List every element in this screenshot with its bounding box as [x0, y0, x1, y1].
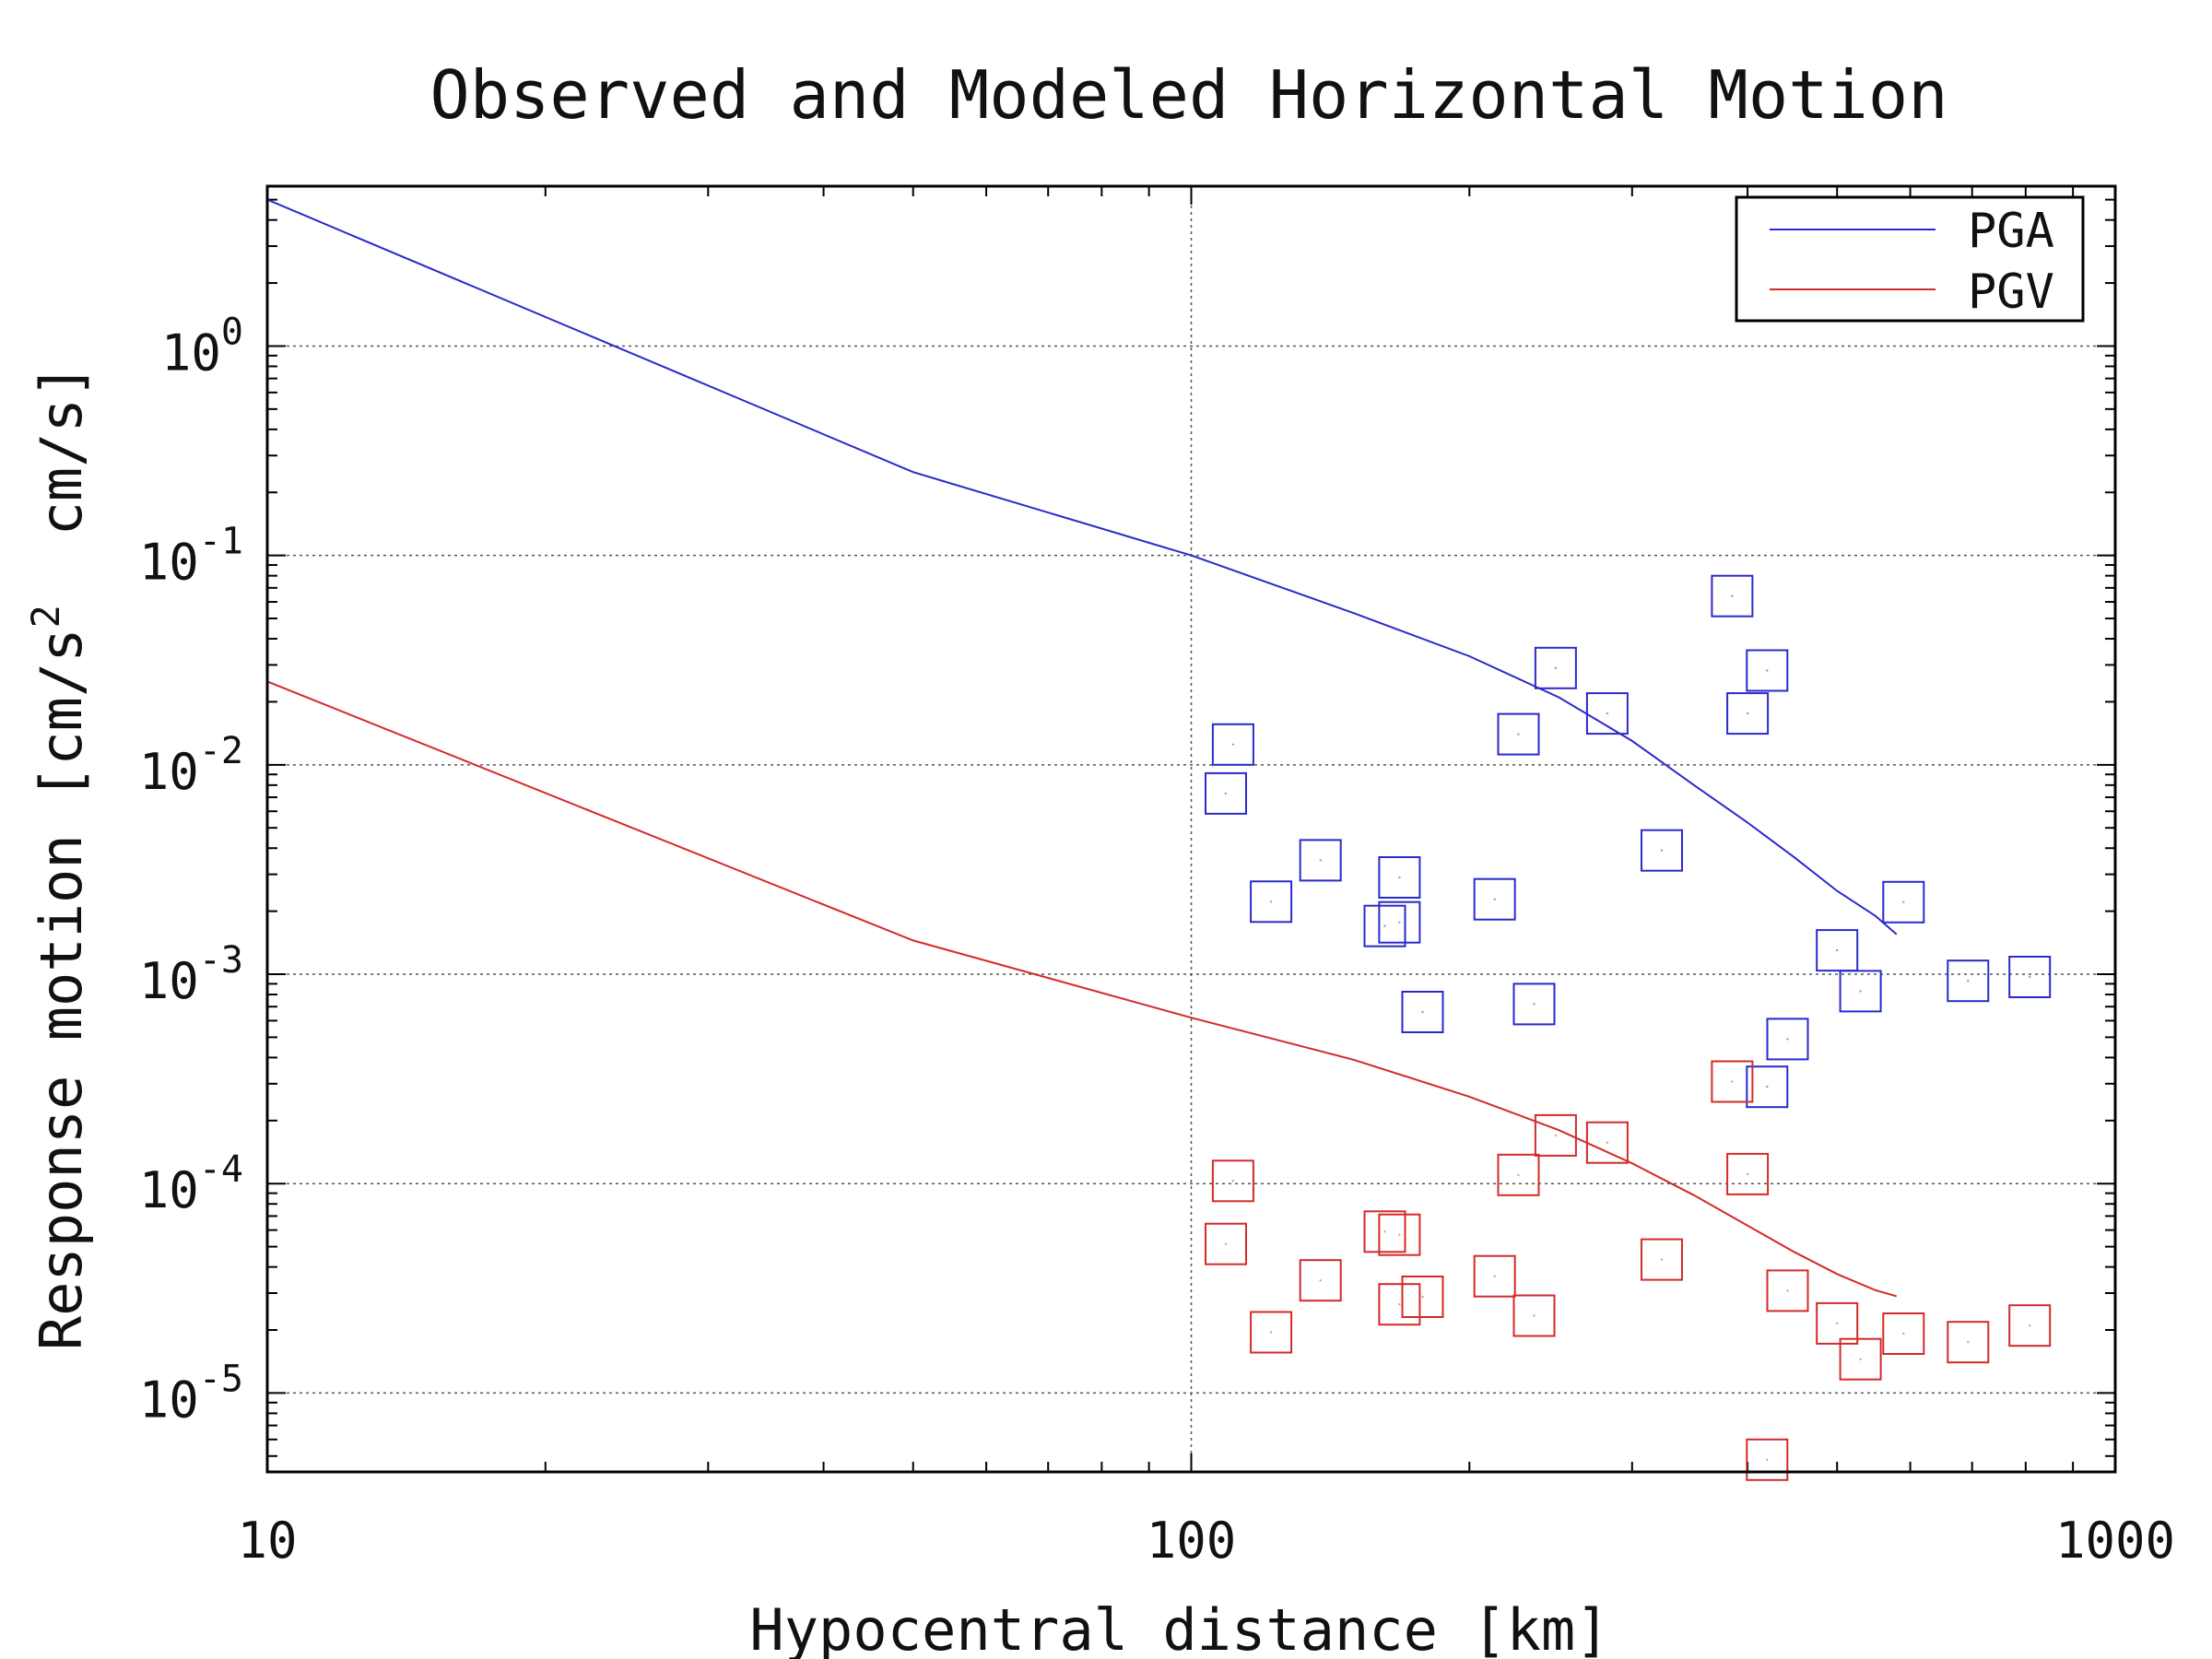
legend: PGA PGV — [1735, 195, 2085, 323]
y-tick-labels: 10-5 10-4 10-3 10-2 10-1 100 — [139, 311, 243, 1429]
observed-point-pga — [1473, 877, 1516, 921]
observed-point-pgv — [1378, 1213, 1421, 1256]
y-tick-label: 100 — [161, 311, 243, 382]
observed-point-pga — [1766, 1018, 1809, 1061]
observed-point-pga — [2008, 956, 2052, 998]
x-tick-labels: 10 100 1000 — [237, 1512, 2175, 1570]
observed-point-pgv — [1401, 1276, 1444, 1318]
observed-point-pga — [1726, 692, 1770, 735]
y-axis-label-superscript: 2 — [23, 605, 68, 628]
observed-point-pga — [1816, 929, 1859, 972]
observed-point-pga — [1378, 900, 1421, 944]
x-tick-label: 10 — [237, 1512, 297, 1570]
observed-point-pgv — [1641, 1238, 1683, 1281]
observed-point-pgv — [2008, 1304, 2052, 1347]
observed-point-pga — [1534, 646, 1577, 689]
observed-point-pgv — [1363, 1210, 1406, 1253]
y-axis-label: Response motion [cm/s2 cm/s] — [23, 364, 96, 1350]
observed-point-pga — [1363, 904, 1406, 947]
y-axis-label-main: Response motion [cm/s — [28, 628, 95, 1350]
observed-point-pgv — [1299, 1259, 1342, 1302]
model-curve-pgv — [266, 680, 1898, 1298]
observed-point-pgv — [1882, 1312, 1925, 1355]
model-curves — [266, 198, 1898, 1298]
observed-point-pga — [1746, 1065, 1789, 1109]
observed-point-pga — [1585, 692, 1629, 735]
observed-point-pga — [1299, 839, 1342, 882]
observed-point-pga — [1882, 880, 1925, 924]
chart-title: Observed and Modeled Horizontal Motion — [429, 56, 1947, 134]
observed-point-pgv — [1839, 1337, 1882, 1381]
x-tick-label: 100 — [1147, 1512, 1237, 1570]
observed-point-pgv — [1205, 1222, 1247, 1265]
plot-frame — [265, 184, 2117, 1474]
observed-point-pgv — [1378, 1283, 1421, 1326]
observed-point-pga — [1947, 959, 1990, 1003]
observed-point-pga — [1401, 991, 1444, 1033]
x-axis-label: Hypocentral distance [km] — [749, 1596, 1609, 1659]
observed-point-pga — [1512, 982, 1556, 1026]
observed-point-pgv — [1250, 1311, 1293, 1354]
observed-point-pgv — [1211, 1159, 1254, 1203]
x-tick-label: 1000 — [2055, 1512, 2175, 1570]
observed-point-pgv — [1711, 1060, 1754, 1103]
observed-point-pgv — [1746, 1438, 1789, 1481]
y-tick-label: 10-3 — [139, 939, 243, 1010]
observed-point-pga — [1711, 574, 1754, 618]
observed-point-pga — [1250, 880, 1293, 924]
observed-point-pgv — [1473, 1254, 1516, 1298]
observed-point-pgv — [1497, 1153, 1540, 1196]
observed-point-pgv — [1766, 1269, 1809, 1312]
observed-point-pgv — [1534, 1113, 1577, 1157]
minor-ticks — [266, 186, 2115, 1472]
observed-point-pga — [1839, 970, 1882, 1013]
model-curve-pga — [266, 198, 1898, 935]
y-axis-label-tail: cm/s] — [28, 364, 95, 605]
observed-point-pga — [1746, 649, 1789, 692]
observed-markers — [1205, 574, 2052, 1481]
legend-label-pga: PGA — [1968, 204, 2054, 259]
y-tick-label: 10-2 — [139, 730, 243, 801]
observed-point-pgv — [1816, 1301, 1859, 1345]
observed-point-pga — [1641, 829, 1683, 872]
legend-label-pgv: PGV — [1968, 265, 2054, 320]
y-tick-label: 10-5 — [139, 1358, 243, 1429]
observed-point-pga — [1205, 771, 1247, 815]
observed-point-pgv — [1947, 1321, 1990, 1364]
legend-box — [1735, 195, 2085, 323]
y-tick-label: 10-1 — [139, 521, 243, 592]
y-tick-label: 10-4 — [139, 1148, 243, 1219]
observed-point-pga — [1497, 712, 1540, 756]
observed-point-pgv — [1726, 1152, 1770, 1195]
observed-point-pga — [1378, 856, 1421, 899]
observed-point-pgv — [1585, 1121, 1629, 1164]
observed-point-pgv — [1512, 1294, 1556, 1337]
observed-point-pga — [1211, 723, 1254, 766]
